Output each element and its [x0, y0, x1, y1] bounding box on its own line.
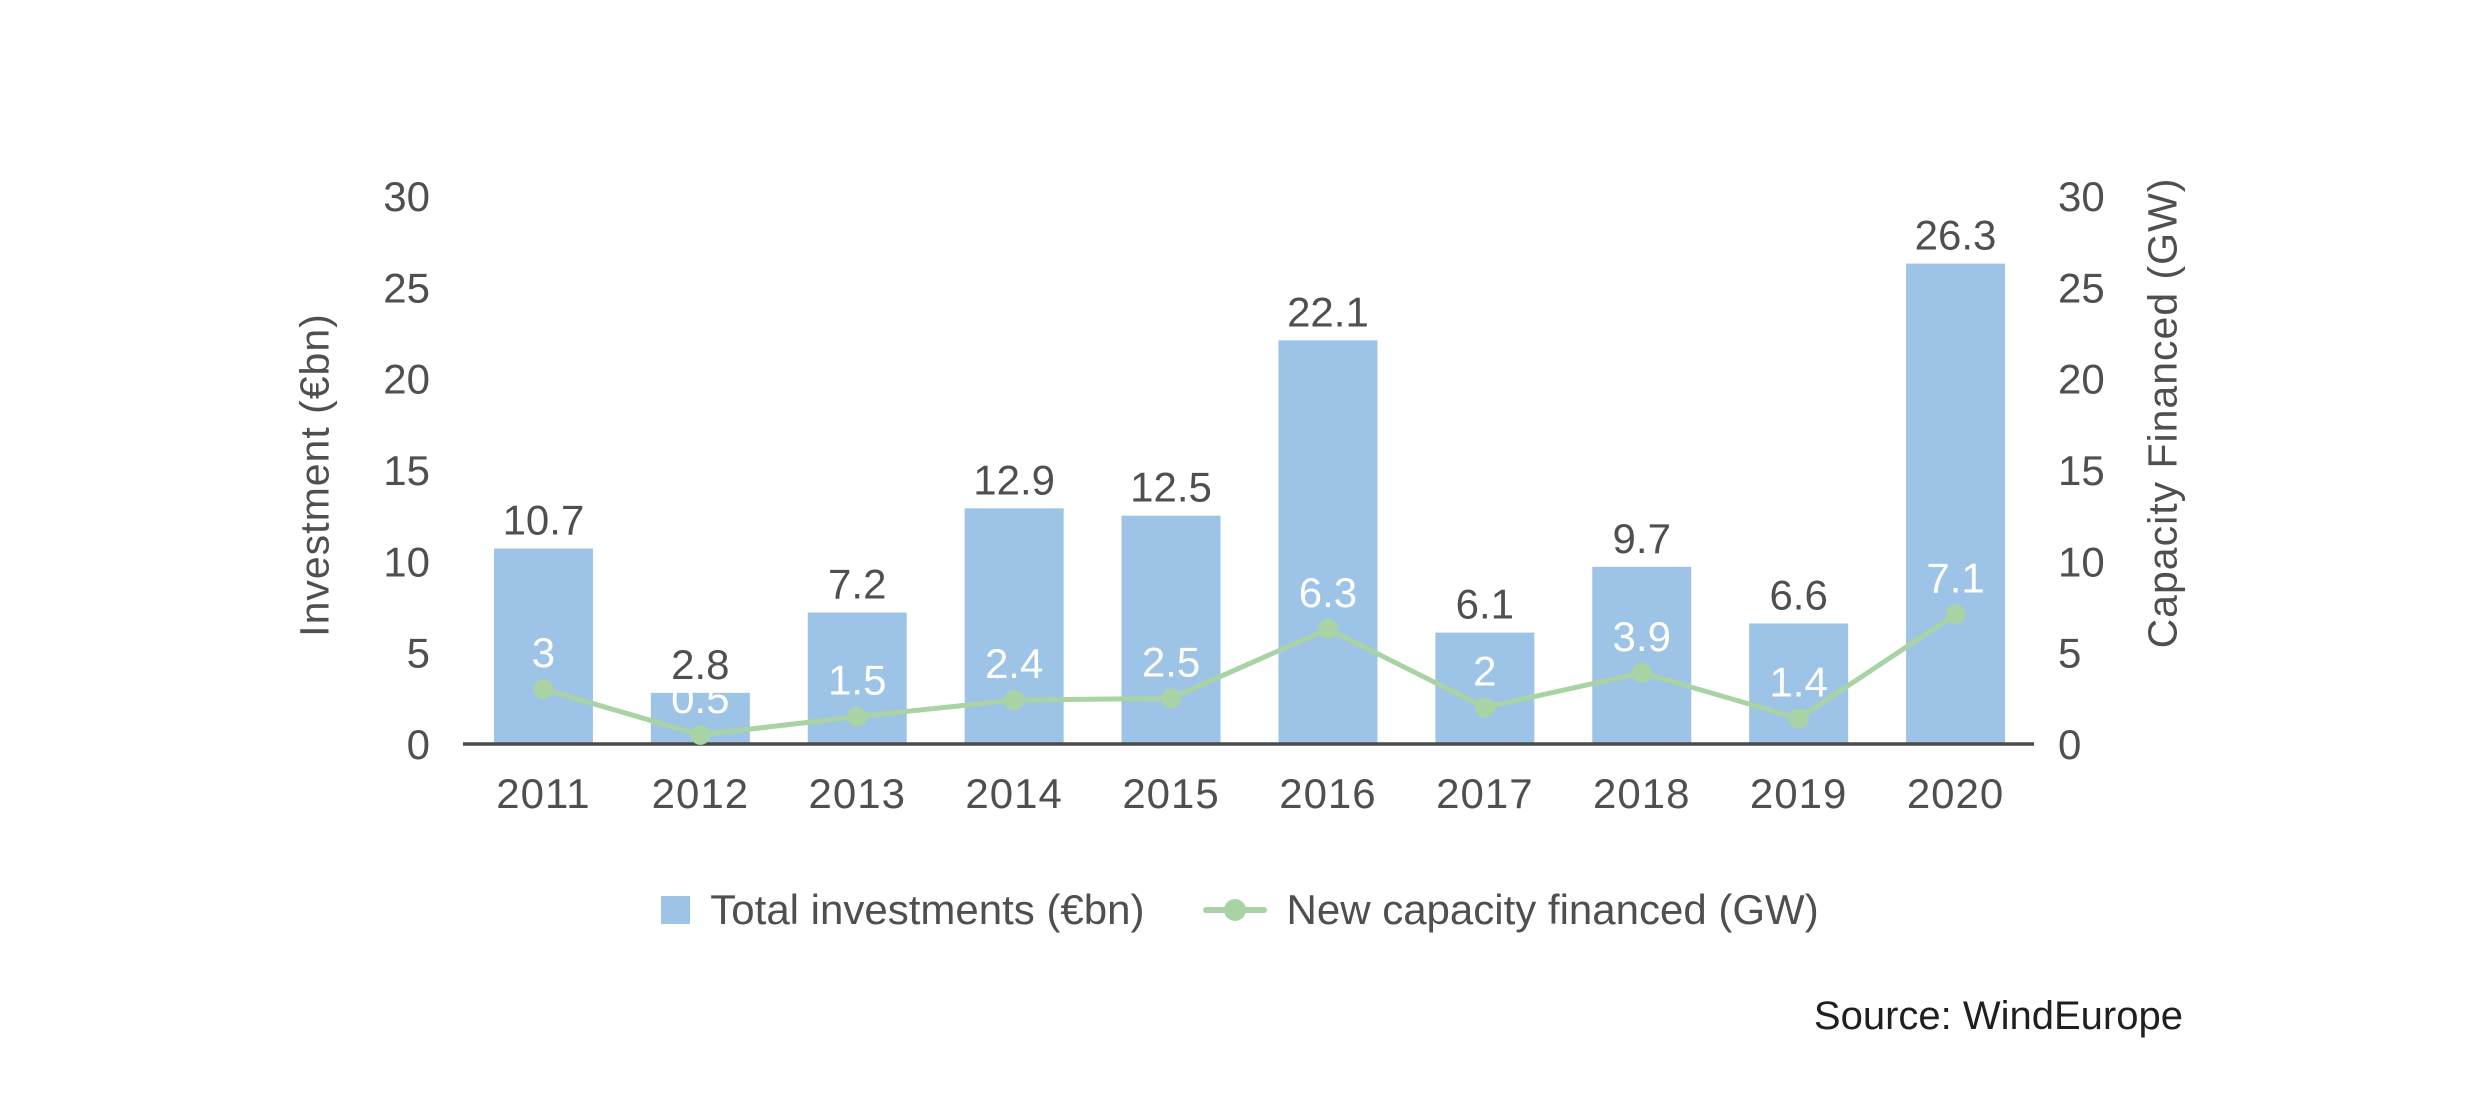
x-label-2011: 2011 [496, 770, 590, 817]
line-marker-2017 [1474, 697, 1495, 718]
bar-2016 [1278, 340, 1378, 744]
line-label-2019: 1.4 [1769, 658, 1827, 705]
bar-2015 [1121, 515, 1221, 744]
x-label-2016: 2016 [1279, 770, 1376, 817]
bar-label-2013: 7.2 [828, 560, 886, 607]
line-label-2018: 3.9 [1613, 613, 1671, 660]
line-label-2017: 2 [1473, 647, 1496, 694]
left-tick-20: 20 [383, 356, 430, 403]
bar-label-2018: 9.7 [1613, 515, 1671, 562]
left-tick-5: 5 [407, 630, 430, 677]
bar-2011 [493, 548, 593, 744]
legend-label-investments: Total investments (€bn) [710, 886, 1145, 933]
left-tick-30: 30 [383, 173, 430, 220]
right-tick-25: 25 [2058, 264, 2105, 311]
x-label-2013: 2013 [809, 770, 906, 817]
legend-label-capacity: New capacity financed (GW) [1286, 886, 1819, 933]
line-marker-2013 [847, 706, 868, 727]
line-label-2013: 1.5 [828, 657, 886, 704]
legend-item-investments: Total investments (€bn) [661, 886, 1145, 934]
right-tick-5: 5 [2058, 630, 2081, 677]
line-series-dot-icon [1223, 899, 1246, 921]
x-label-2012: 2012 [652, 770, 749, 817]
legend-item-capacity: New capacity financed (GW) [1202, 886, 1819, 934]
right-tick-10: 10 [2058, 538, 2105, 585]
line-marker-2020 [1945, 604, 1966, 625]
bar-2020 [1906, 263, 2006, 744]
line-label-2012: 0.5 [671, 675, 729, 722]
x-label-2014: 2014 [965, 770, 1062, 817]
right-axis-title: Capacity Financed (GW) [2139, 177, 2186, 649]
source-note: Source: WindEurope [1813, 994, 2183, 1038]
bar-label-2012: 2.8 [671, 641, 729, 688]
left-tick-25: 25 [383, 264, 430, 311]
bar-label-2011: 10.7 [503, 497, 585, 544]
right-tick-15: 15 [2058, 447, 2105, 494]
right-tick-0: 0 [2058, 721, 2081, 768]
line-label-2020: 7.1 [1926, 554, 1984, 601]
line-label-2016: 6.3 [1299, 569, 1357, 616]
legend: Total investments (€bn) New capacity fin… [0, 886, 2480, 934]
right-tick-30: 30 [2058, 173, 2105, 220]
left-axis-title: Investment (€bn) [291, 313, 338, 637]
bar-label-2019: 6.6 [1769, 571, 1827, 618]
left-tick-15: 15 [383, 447, 430, 494]
line-marker-2016 [1317, 618, 1338, 639]
line-marker-2014 [1004, 690, 1025, 711]
bar-label-2016: 22.1 [1287, 288, 1369, 335]
line-series-marker-icon [1202, 899, 1267, 921]
x-label-2015: 2015 [1122, 770, 1219, 817]
line-label-2014: 2.4 [985, 640, 1043, 687]
right-tick-20: 20 [2058, 356, 2105, 403]
line-label-2015: 2.5 [1142, 638, 1200, 685]
line-marker-2018 [1631, 662, 1652, 683]
bar-2018 [1592, 566, 1692, 744]
bar-series-swatch-icon [661, 896, 691, 924]
line-marker-2011 [533, 679, 554, 700]
x-label-2019: 2019 [1750, 770, 1847, 817]
line-marker-2015 [1161, 688, 1182, 709]
x-label-2017: 2017 [1436, 770, 1533, 817]
bar-label-2014: 12.9 [973, 456, 1055, 503]
line-marker-2012 [690, 724, 711, 745]
x-label-2018: 2018 [1593, 770, 1690, 817]
line-marker-2019 [1788, 708, 1809, 729]
line-label-2011: 3 [532, 629, 555, 676]
left-tick-10: 10 [383, 538, 430, 585]
capacity-line [540, 611, 1959, 738]
left-tick-0: 0 [407, 721, 430, 768]
bar-label-2015: 12.5 [1130, 464, 1212, 511]
bar-label-2020: 26.3 [1915, 212, 1997, 259]
bar-label-2017: 6.1 [1456, 581, 1514, 628]
x-label-2020: 2020 [1907, 770, 2004, 817]
